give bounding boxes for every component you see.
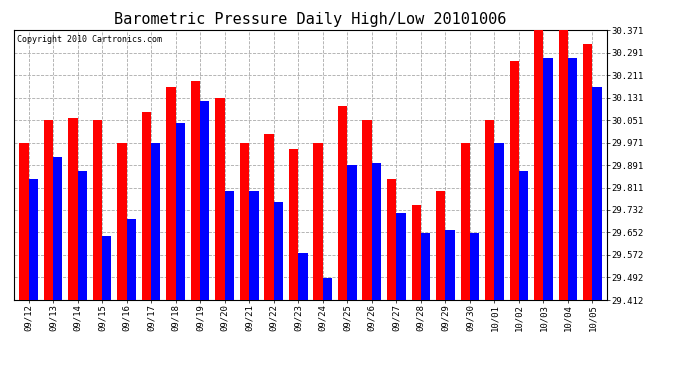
Bar xyxy=(510,61,519,300)
Bar xyxy=(421,233,430,300)
Bar xyxy=(372,163,381,300)
Bar xyxy=(102,236,111,300)
Bar xyxy=(396,213,406,300)
Bar xyxy=(200,100,210,300)
Bar xyxy=(28,180,38,300)
Bar xyxy=(151,143,161,300)
Bar xyxy=(544,58,553,300)
Bar xyxy=(559,25,568,300)
Bar xyxy=(411,205,421,300)
Bar xyxy=(77,171,87,300)
Bar xyxy=(289,148,298,300)
Bar xyxy=(43,120,53,300)
Text: Copyright 2010 Cartronics.com: Copyright 2010 Cartronics.com xyxy=(17,35,161,44)
Bar xyxy=(264,135,274,300)
Bar xyxy=(470,233,479,300)
Bar xyxy=(142,112,151,300)
Bar xyxy=(485,120,495,300)
Bar xyxy=(166,87,176,300)
Bar xyxy=(323,278,332,300)
Title: Barometric Pressure Daily High/Low 20101006: Barometric Pressure Daily High/Low 20101… xyxy=(115,12,506,27)
Bar xyxy=(68,117,77,300)
Bar xyxy=(313,143,323,300)
Bar xyxy=(92,120,102,300)
Bar xyxy=(240,143,249,300)
Bar xyxy=(445,230,455,300)
Bar xyxy=(274,202,283,300)
Bar xyxy=(298,253,308,300)
Bar xyxy=(176,123,185,300)
Bar xyxy=(568,58,578,300)
Bar xyxy=(117,143,126,300)
Bar xyxy=(225,191,234,300)
Bar xyxy=(362,120,372,300)
Bar xyxy=(249,191,259,300)
Bar xyxy=(583,44,593,300)
Bar xyxy=(519,171,529,300)
Bar xyxy=(215,98,225,300)
Bar xyxy=(436,191,445,300)
Bar xyxy=(53,157,62,300)
Bar xyxy=(126,219,136,300)
Bar xyxy=(338,106,347,300)
Bar xyxy=(460,143,470,300)
Bar xyxy=(191,81,200,300)
Bar xyxy=(347,165,357,300)
Bar xyxy=(495,143,504,300)
Bar xyxy=(387,180,396,300)
Bar xyxy=(593,87,602,300)
Bar xyxy=(534,27,544,300)
Bar xyxy=(19,143,28,300)
